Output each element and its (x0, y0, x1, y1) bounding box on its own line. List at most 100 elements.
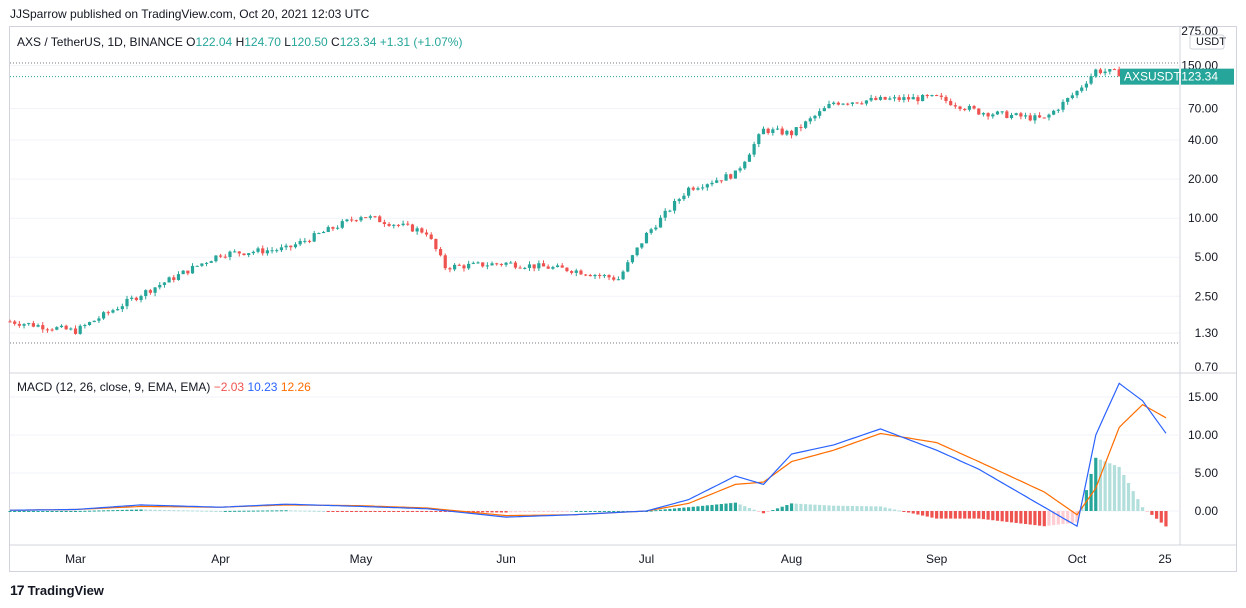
candle-body (373, 216, 377, 218)
candle-body (644, 232, 649, 244)
macd-histogram-bar (719, 504, 723, 511)
ticker-badge (1120, 68, 1179, 85)
macd-histogram-bar (64, 511, 68, 512)
macd-histogram-bar (106, 510, 110, 512)
candle-body (485, 265, 489, 267)
legend-part: 123.34 (340, 35, 380, 49)
candle-body (55, 327, 59, 330)
candle-body (350, 219, 354, 221)
macd-histogram-bar (995, 511, 1000, 521)
candle-body (836, 102, 840, 105)
macd-histogram-bar (382, 511, 386, 512)
macd-histogram-bar (766, 511, 770, 512)
candle-body (827, 104, 831, 109)
candle-body (359, 217, 363, 221)
macd-histogram-bar (396, 511, 401, 512)
candle-body (846, 103, 850, 105)
macd-histogram-bar (864, 506, 869, 511)
time-tick-label: Jul (639, 552, 654, 566)
macd-histogram-bar (1094, 457, 1098, 511)
macd-histogram-bar (738, 504, 742, 511)
macd-histogram-bar (902, 511, 906, 512)
macd-histogram-bar (1140, 507, 1145, 511)
candle-body (612, 277, 616, 280)
macd-histogram-bar (289, 510, 293, 512)
macd-histogram-bar (275, 510, 279, 512)
price-tick-label: 40.00 (1188, 133, 1218, 147)
macd-histogram-bar (410, 511, 415, 512)
macd-histogram-bar (1075, 511, 1079, 523)
macd-legend-part: −2.03 (214, 380, 248, 394)
macd-histogram-bar (1023, 511, 1028, 525)
macd-histogram-bar (710, 504, 714, 511)
candle-body (378, 216, 382, 223)
candle-body (775, 128, 780, 130)
candle-body (471, 262, 475, 264)
macd-histogram-bar (574, 511, 578, 512)
macd-histogram-bar (1047, 511, 1051, 526)
candle-body (462, 265, 466, 269)
price-tick-label: 10.00 (1188, 211, 1218, 225)
macd-histogram-bar (204, 510, 209, 512)
macd-tick-label: 0.00 (1195, 504, 1219, 518)
legend-part: +1.31 (+1.07%) (380, 35, 463, 49)
macd-histogram-bar (17, 511, 21, 512)
candle-body (45, 329, 50, 331)
macd-histogram-bar (921, 511, 925, 516)
candle-body (17, 323, 21, 326)
macd-histogram-bar (555, 511, 560, 512)
candle-body (747, 154, 752, 162)
candle-body (410, 224, 415, 232)
candle-body (261, 248, 265, 254)
macd-histogram-bar (827, 505, 831, 511)
macd-histogram-bar (495, 511, 499, 513)
candle-body (242, 253, 246, 256)
macd-histogram-bar (359, 511, 363, 512)
price-tick-label: 0.70 (1195, 360, 1219, 374)
candle-body (59, 325, 64, 328)
macd-histogram-bar (345, 511, 349, 512)
macd-histogram-bar (1014, 511, 1018, 523)
macd-histogram-bar (729, 503, 733, 511)
macd-histogram-bar (939, 511, 943, 519)
candle-body (1117, 69, 1121, 77)
macd-histogram-bar (176, 510, 181, 512)
candle-body (219, 255, 223, 257)
macd-histogram-bar (41, 511, 45, 512)
candle-body (738, 168, 742, 171)
candle-body (911, 97, 915, 100)
last-price-label: 123.34 (1181, 70, 1218, 84)
candle-body (120, 306, 124, 310)
candle-body (443, 255, 447, 269)
currency-label: USDT (1196, 36, 1226, 48)
legend-part: L (284, 35, 291, 49)
macd-histogram-bar (687, 507, 691, 511)
candle-body (1009, 114, 1014, 118)
macd-histogram-bar (130, 509, 134, 511)
macd-histogram-bar (111, 510, 115, 512)
candle-body (991, 114, 995, 117)
candle-body (125, 298, 129, 307)
candle-body (654, 227, 658, 230)
macd-histogram-bar (672, 508, 677, 511)
macd-histogram-bar (654, 510, 658, 512)
candle-body (939, 95, 943, 97)
candle-body (495, 263, 499, 265)
macd-legend-part: MACD (12, 26, close, 9, EMA, EMA) (17, 380, 214, 394)
macd-histogram-bar (55, 511, 59, 512)
macd-histogram-bar (307, 510, 312, 512)
macd-histogram-bar (148, 509, 152, 511)
tradingview-brand[interactable]: 17 TradingView (10, 582, 104, 598)
candle-body (1019, 113, 1023, 117)
macd-histogram-bar (368, 511, 372, 512)
legend-part: AXS / TetherUS, 1D, BINANCE (17, 35, 186, 49)
candle-body (247, 253, 251, 256)
macd-histogram-bar (953, 511, 957, 519)
candle-body (148, 290, 152, 293)
macd-histogram-bar (1150, 511, 1154, 515)
candle-body (921, 94, 925, 102)
time-tick-label: Oct (1068, 552, 1087, 566)
macd-histogram-bar (607, 511, 611, 512)
macd-histogram-bar (935, 511, 939, 519)
